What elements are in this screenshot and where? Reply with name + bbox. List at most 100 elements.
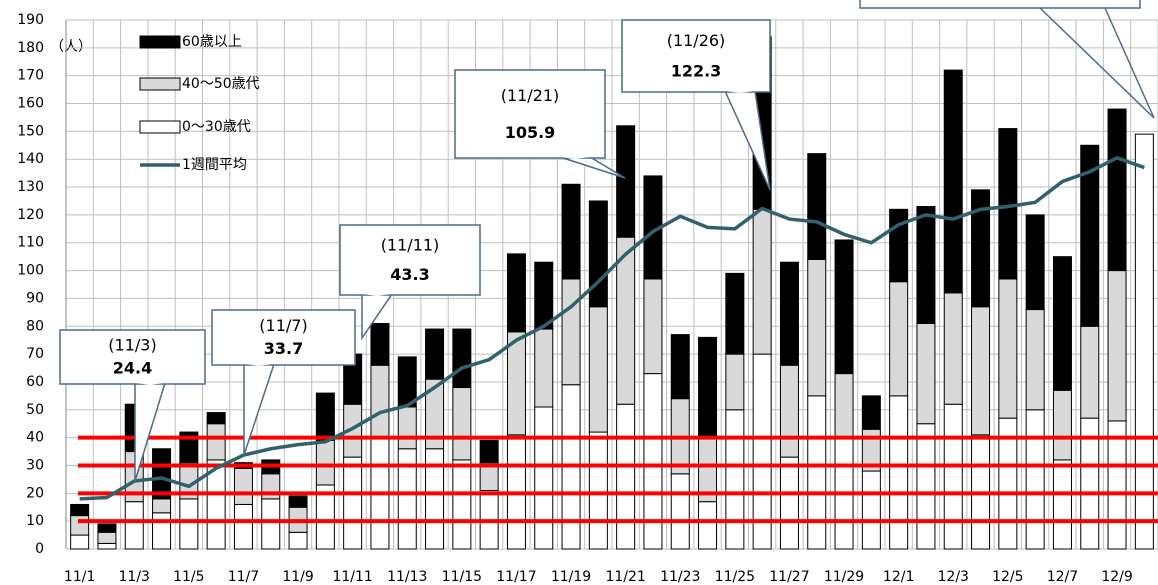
x-tick-label: 11/23 <box>660 569 700 585</box>
bar-segment <box>834 373 854 439</box>
bar-segment <box>643 278 663 375</box>
x-tick-label: 11/1 <box>64 569 95 585</box>
legend-label: 0～30歳代 <box>182 119 251 135</box>
bar-segment <box>288 531 308 550</box>
bar-segment <box>1052 459 1072 550</box>
bar-segment <box>861 395 881 430</box>
y-tick-label: 130 <box>17 179 44 195</box>
callout-box <box>859 0 1141 9</box>
bar-segment <box>807 258 827 397</box>
bar-segment <box>1025 309 1045 411</box>
y-tick-label: 80 <box>26 318 44 334</box>
legend-label: 60歳以上 <box>182 34 242 50</box>
bar-segment <box>1025 214 1045 311</box>
callout-seam <box>726 91 754 93</box>
bar-segment <box>943 292 963 405</box>
bar-segment <box>971 306 991 436</box>
y-tick-label: 120 <box>17 207 44 223</box>
bar-segment <box>588 431 608 550</box>
x-tick-label: 11/5 <box>173 569 204 585</box>
bar-segment <box>834 239 854 375</box>
bar-segment <box>807 153 827 260</box>
bar-segment <box>1025 409 1045 550</box>
y-tick-label: 150 <box>17 123 44 139</box>
bar-segment <box>370 364 390 439</box>
bar-segment <box>1052 389 1072 461</box>
bar-segment <box>97 531 117 544</box>
bar-segment <box>807 395 827 550</box>
bar-segment <box>971 189 991 308</box>
bar-segment <box>1080 144 1100 327</box>
y-tick-label: 40 <box>26 430 44 446</box>
x-tick-label: 11/29 <box>824 569 864 585</box>
bar-segment <box>943 69 963 294</box>
x-tick-label: 11/21 <box>605 569 645 585</box>
callout-value: 33.7 <box>264 339 303 358</box>
y-tick-label: 0 <box>35 541 44 557</box>
x-tick-label: 11/9 <box>282 569 313 585</box>
bar-segment <box>1107 270 1127 422</box>
bar-segment <box>670 334 690 400</box>
average-line <box>79 155 1145 501</box>
bar-segment <box>588 200 608 308</box>
bar-segment <box>534 328 554 408</box>
callout-box <box>211 309 356 366</box>
bar-segment <box>179 431 199 464</box>
legend-swatch <box>139 35 181 49</box>
bar-segment <box>616 125 636 238</box>
legend-label: 1週間平均 <box>182 157 247 173</box>
legend-swatch <box>139 77 181 91</box>
y-tick-label: 110 <box>17 235 44 251</box>
y-tick-label: 70 <box>26 346 44 362</box>
bar-segment <box>1080 325 1100 419</box>
callout-pointer <box>1039 7 1155 119</box>
y-tick-label: 170 <box>17 68 44 84</box>
y-tick-label: 90 <box>26 290 44 306</box>
bar-segment <box>779 456 799 550</box>
callout-date: (11/3) <box>108 336 156 355</box>
y-tick-label: 180 <box>17 40 44 56</box>
bar-segment <box>889 208 909 283</box>
callout-seam <box>561 157 589 159</box>
bar-segment <box>233 503 253 550</box>
y-tick-label: 50 <box>26 402 44 418</box>
callout-box <box>339 224 481 296</box>
bar-segment <box>233 467 253 505</box>
bar-segment <box>534 261 554 330</box>
bar-segment <box>889 281 909 397</box>
legend-swatch <box>139 120 181 134</box>
callout-seam <box>245 364 273 366</box>
bar-segment <box>725 353 745 411</box>
bar-segment <box>698 336 718 439</box>
bar-segment <box>206 412 226 425</box>
callout-date: (11/21) <box>501 86 560 105</box>
x-tick-label: 11/11 <box>332 569 372 585</box>
bar-segment <box>152 512 172 550</box>
y-tick-label: 10 <box>26 513 44 529</box>
bar-segment <box>343 456 363 550</box>
bar-segment <box>561 183 581 280</box>
bar-segment <box>670 473 690 550</box>
y-tick-label: 140 <box>17 151 44 167</box>
bar-segment <box>861 470 881 550</box>
callout-date: (11/26) <box>667 31 726 50</box>
bar-segment <box>70 503 90 517</box>
callout-seam <box>136 383 164 385</box>
bar-segment <box>725 409 745 550</box>
bar-segment <box>506 331 526 436</box>
y-tick-label: 160 <box>17 96 44 112</box>
bar-segment <box>1107 108 1127 272</box>
callout-value: 24.4 <box>113 358 152 377</box>
bar-segment <box>998 278 1018 419</box>
bar-segment <box>70 515 90 536</box>
y-tick-label: 60 <box>26 374 44 390</box>
bar-segment <box>698 501 718 550</box>
y-tick-label: 100 <box>17 263 44 279</box>
bar-segment <box>70 534 90 550</box>
x-tick-label: 11/15 <box>442 569 482 585</box>
y-tick-label: 30 <box>26 457 44 473</box>
legend-label: 40～50歳代 <box>182 76 260 92</box>
bar-segment <box>452 328 472 389</box>
bar-segment <box>998 128 1018 280</box>
